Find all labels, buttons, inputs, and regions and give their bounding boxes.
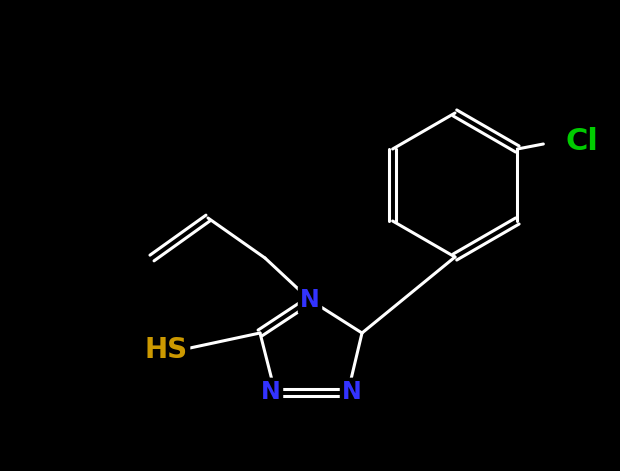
Text: Cl: Cl — [565, 128, 598, 156]
Text: HS: HS — [144, 336, 188, 364]
Text: N: N — [261, 380, 281, 404]
Text: N: N — [300, 288, 320, 312]
Text: N: N — [342, 380, 362, 404]
